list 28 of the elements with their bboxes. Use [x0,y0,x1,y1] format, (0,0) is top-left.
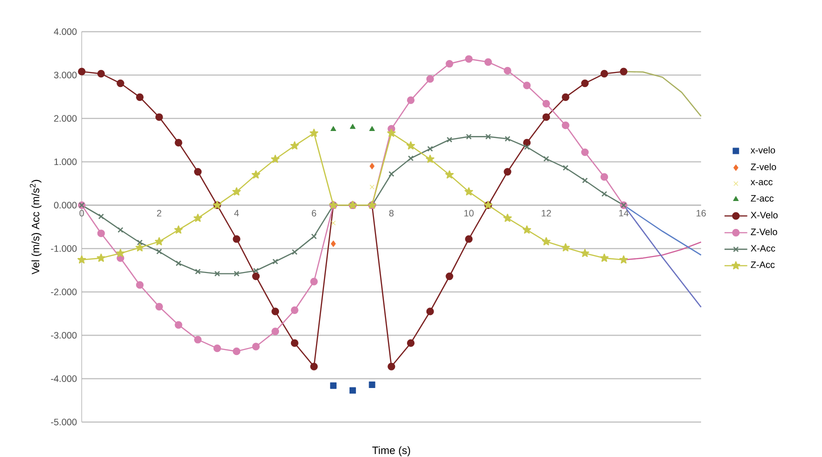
y-tick-label: -1.000 [50,245,77,252]
x-tick-label: 4 [234,210,239,216]
y-tick-label: -5.000 [50,418,77,426]
y-tick-label: -2.000 [50,288,77,296]
y-tick-label: 1.000 [54,158,77,166]
y-axis-title: Vel (m/s) Acc (m/s$^{2}$) [30,180,42,274]
y-tick-label: 4.000 [54,28,77,35]
y-tick-label: -4.000 [50,375,77,382]
x-tick-label: 10 [464,210,474,216]
y-tick-label: 2.000 [54,115,77,122]
x-tick-label: 16 [696,210,706,216]
legend-label: Z-Velo [750,228,778,236]
x-tick-label: 14 [619,210,629,216]
legend-label: x-acc [750,180,773,186]
legend-label: Z-acc [750,195,774,202]
legend-label: Z-velo [750,163,776,170]
y-tick-label: 0.000 [54,202,77,208]
x-tick-label: 12 [542,210,551,216]
y-tick-label: 3.000 [54,72,77,78]
x-tick-label: 8 [389,210,394,216]
legend-label: X-Velo [750,212,778,218]
x-axis-title: Time (s) [372,446,410,456]
legend-label: x-velo [750,146,776,154]
x-tick-label: 6 [312,210,316,216]
y-tick-label: -3.000 [50,332,77,339]
x-tick-label: 2 [157,210,162,216]
legend-label: Z-Acc [750,261,775,268]
legend-label: X-Acc [750,245,776,252]
